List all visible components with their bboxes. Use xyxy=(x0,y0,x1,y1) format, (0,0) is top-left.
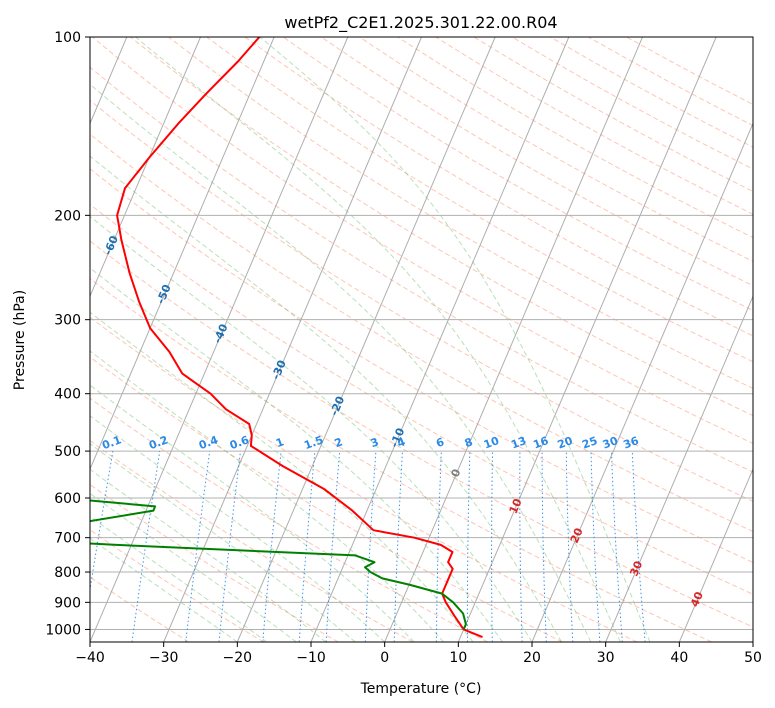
dry-adiabat xyxy=(90,203,753,595)
x-tick-label: 10 xyxy=(449,650,467,666)
y-tick-label: 400 xyxy=(54,387,81,403)
dry-adiabat xyxy=(90,483,339,642)
isotherm-label: 30 xyxy=(627,559,645,578)
mixing-ratio-label: 36 xyxy=(622,434,641,452)
y-tick-label: 600 xyxy=(54,491,81,507)
dry-adiabat xyxy=(168,37,753,389)
isotherm xyxy=(310,37,570,642)
isotherm xyxy=(90,37,349,642)
dry-adiabat xyxy=(282,37,753,312)
mixing-ratio-line xyxy=(185,451,211,642)
y-tick-label: 200 xyxy=(54,208,81,224)
isotherm-label: 40 xyxy=(688,589,706,608)
dry-adiabat xyxy=(90,66,753,473)
dry-adiabat xyxy=(244,37,753,337)
line-labels: -100-90-80-70-60-50-40-30-20-10010203040… xyxy=(100,233,706,608)
chart-title: wetPf2_C2E1.2025.301.22.00.R04 xyxy=(284,13,557,33)
mixing-ratio-label: 30 xyxy=(601,434,620,452)
mixing-ratio-label: 1 xyxy=(274,435,286,450)
x-tick-label: −30 xyxy=(149,650,179,666)
isotherm xyxy=(163,37,422,642)
moist-adiabat xyxy=(90,155,562,642)
mixing-ratio-label: 10 xyxy=(482,434,501,452)
isotherm xyxy=(531,122,753,642)
mixing-ratio-line xyxy=(262,451,282,642)
dry-adiabat xyxy=(90,316,638,642)
mixing-ratio-label: 16 xyxy=(531,434,550,452)
moist-adiabat xyxy=(90,350,444,642)
mixing-ratio-label: 3 xyxy=(369,435,381,450)
isotherm xyxy=(678,467,753,642)
dry-adiabat xyxy=(90,278,712,642)
mixing-ratio-label: 2 xyxy=(333,435,345,450)
dry-adiabat xyxy=(206,37,753,363)
x-tick-label: 50 xyxy=(744,650,762,666)
mixing-ratio-line xyxy=(298,451,316,642)
dry-adiabat xyxy=(90,529,264,642)
mixing-ratio-label: 6 xyxy=(434,435,446,450)
moist-adiabat xyxy=(90,267,503,642)
moist-adiabat xyxy=(90,415,386,642)
mixing-ratio-line xyxy=(631,451,646,642)
x-tick-label: 20 xyxy=(523,650,541,666)
mixing-ratio-line xyxy=(218,451,241,642)
dry-adiabat xyxy=(90,356,563,642)
y-tick-label: 100 xyxy=(54,30,81,46)
y-tick-label: 700 xyxy=(54,531,81,547)
mixing-ratio-label: 0.4 xyxy=(197,433,220,452)
moist-adiabat xyxy=(135,37,621,642)
isotherm xyxy=(90,37,275,471)
isotherm xyxy=(90,37,201,298)
dry-adiabat xyxy=(90,99,753,502)
y-tick-label: 300 xyxy=(54,313,81,329)
isotherm-label: 20 xyxy=(568,526,586,545)
dry-adiabat xyxy=(90,168,753,563)
moist-adiabat xyxy=(90,537,238,642)
dry-adiabat xyxy=(90,240,753,628)
x-tick-label: −10 xyxy=(296,650,326,666)
axes: −40 −30 −20 −10 0 10 20 30 40 5010020030040050060… xyxy=(45,30,762,666)
mixing-ratio-label: 4 xyxy=(395,435,407,450)
isotherm xyxy=(457,37,717,642)
x-axis-label: Temperature (°C) xyxy=(360,681,482,697)
mixing-ratio-label: 8 xyxy=(463,435,475,450)
y-axis-label: Pressure (hPa) xyxy=(12,290,28,390)
isotherm-label: 10 xyxy=(507,496,525,515)
y-tick-label: 800 xyxy=(54,565,81,581)
temperature-trace xyxy=(116,37,483,639)
mixing-ratio-line xyxy=(131,451,161,642)
moist-adiabat xyxy=(90,215,533,642)
y-tick-label: 500 xyxy=(54,444,81,460)
plot-area xyxy=(90,37,753,642)
x-tick-label: 40 xyxy=(670,650,688,666)
mixing-ratio-line xyxy=(90,451,114,593)
y-tick-label: 1000 xyxy=(45,622,81,638)
mixing-ratio-label: 0.2 xyxy=(147,433,170,452)
isotherm xyxy=(605,295,753,642)
mixing-ratio-label: 20 xyxy=(556,434,575,452)
x-tick-label: −40 xyxy=(75,650,105,666)
moist-adiabat xyxy=(90,443,356,642)
mixing-ratio-label: 0.1 xyxy=(100,433,123,452)
isotherm xyxy=(236,37,496,642)
mixing-ratio-label: 25 xyxy=(580,434,599,451)
dry-adiabat xyxy=(90,397,488,642)
plot-frame xyxy=(89,36,754,643)
mixing-ratio-label: 0.6 xyxy=(228,433,251,452)
dry-adiabat xyxy=(90,133,753,533)
moist-adiabat xyxy=(90,83,592,642)
moist-adiabat xyxy=(90,515,268,642)
x-tick-label: −20 xyxy=(223,650,253,666)
x-tick-label: 30 xyxy=(597,650,615,666)
y-tick-label: 900 xyxy=(54,595,81,611)
moist-adiabat xyxy=(90,468,327,642)
mixing-ratio-label: 1.5 xyxy=(302,433,325,452)
dewpoint-trace xyxy=(90,499,467,630)
mixing-ratio-label: 13 xyxy=(509,434,528,451)
x-tick-label: 0 xyxy=(380,650,389,666)
